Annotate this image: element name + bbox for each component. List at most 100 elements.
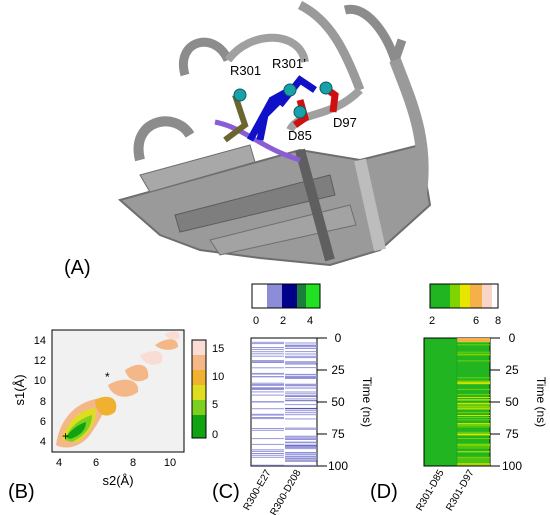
heatmap-stripe	[252, 454, 284, 456]
c-time-axis: 0 25 50 75 100 Time (ns)	[317, 331, 374, 473]
heatmap-stripe	[252, 384, 284, 386]
heatmap-stripe	[457, 383, 490, 385]
marker-star: *	[105, 370, 110, 384]
b-ytick-10: 10	[34, 375, 46, 387]
panel-b-plot: * + 4 6 8 10 4 6 8 10 12 14 s2(Å) s1(Å)	[12, 329, 185, 488]
heatmap-stripe	[285, 407, 317, 409]
heatmap-stripe	[285, 441, 317, 443]
b-xtick-10: 10	[164, 457, 176, 469]
heatmap-stripe	[285, 361, 317, 363]
c-column-r300-d208	[285, 342, 317, 466]
heatmap-stripe	[457, 431, 490, 433]
heatmap-stripe	[457, 354, 490, 356]
heatmap-stripe	[252, 376, 284, 378]
heatmap-stripe	[252, 388, 284, 390]
c-col-label-2: R300-D208	[268, 468, 303, 515]
heatmap-stripe	[285, 353, 317, 355]
heatmap-stripe	[457, 405, 490, 407]
heatmap-stripe	[285, 342, 317, 344]
heatmap-stripe	[457, 461, 490, 463]
heatmap-stripe	[252, 391, 284, 393]
d-time-50: 50	[505, 395, 519, 409]
atom-r301	[233, 88, 247, 102]
heatmap-stripe	[285, 377, 317, 379]
heatmap-stripe	[285, 347, 317, 349]
heatmap-stripe	[252, 341, 284, 343]
heatmap-stripe	[285, 414, 317, 416]
heatmap-stripe	[285, 385, 317, 387]
heatmap-stripe	[457, 444, 490, 445]
heatmap-stripe	[285, 452, 317, 454]
atom-d97	[319, 81, 333, 95]
heatmap-stripe	[285, 454, 317, 456]
heatmap-stripe	[457, 438, 490, 439]
heatmap-stripe	[285, 395, 317, 397]
panel-d-label: (D)	[370, 481, 398, 503]
heatmap-stripe	[252, 360, 284, 362]
heatmap-stripe	[252, 384, 284, 385]
b-cbar-5: 5	[212, 399, 218, 411]
heatmap-stripe	[457, 417, 490, 418]
heatmap-stripe	[285, 418, 317, 420]
heatmap-stripe	[285, 345, 317, 347]
heatmap-stripe	[252, 388, 284, 390]
heatmap-stripe	[285, 373, 317, 375]
heatmap-stripe	[252, 353, 284, 355]
heatmap-stripe	[285, 384, 317, 386]
heatmap-stripe	[252, 343, 284, 345]
heatmap-stripe	[457, 388, 490, 390]
panel-b-colorbar: 15 10 5 0	[191, 339, 224, 441]
heatmap-stripe	[285, 439, 317, 440]
d-time-100: 100	[502, 459, 522, 473]
heatmap-stripe	[252, 450, 284, 452]
heatmap-stripe	[285, 391, 317, 393]
d-col-label-2: R301-D97	[444, 468, 477, 513]
heatmap-stripe	[252, 429, 284, 431]
c-time-0: 0	[335, 331, 342, 345]
heatmap-stripe	[457, 402, 490, 404]
d-col-label-1: R301-D85	[414, 468, 447, 513]
b-ylabel: s1(Å)	[12, 374, 27, 405]
heatmap-stripe	[252, 348, 284, 350]
heatmap-stripe	[457, 434, 490, 436]
heatmap-stripe	[457, 459, 490, 461]
heatmap-stripe	[457, 463, 490, 465]
b-ytick-4: 4	[40, 436, 46, 448]
heatmap-stripe	[252, 373, 284, 375]
d-cbar-6: 6	[473, 315, 479, 327]
heatmap-stripe	[252, 355, 284, 357]
heatmap-stripe	[457, 408, 490, 410]
heatmap-stripe	[285, 410, 317, 412]
heatmap-stripe	[285, 393, 317, 395]
b-xlabel: s2(Å)	[102, 473, 133, 488]
panel-a-label: (A)	[64, 257, 91, 279]
heatmap-stripe	[457, 424, 490, 426]
heatmap-stripe	[457, 351, 490, 353]
heatmap-stripe	[457, 394, 490, 396]
heatmap-stripe	[285, 427, 317, 429]
heatmap-stripe	[252, 443, 284, 445]
d-cbar-2: 2	[429, 315, 435, 327]
heatmap-stripe	[252, 414, 284, 416]
heatmap-stripe	[252, 428, 284, 429]
c-col-label-1: R300-E27	[242, 468, 274, 513]
c-cbar-0: 0	[253, 315, 259, 327]
heatmap-stripe	[457, 464, 490, 466]
d-column-r301-d97	[457, 341, 490, 466]
heatmap-stripe	[285, 459, 317, 461]
heatmap-stripe	[252, 361, 284, 363]
heatmap-stripe	[457, 341, 490, 343]
heatmap-stripe	[252, 413, 284, 415]
panel-c-label: (C)	[212, 481, 240, 503]
heatmap-stripe	[285, 448, 317, 450]
heatmap-stripe	[285, 367, 317, 369]
heatmap-stripe	[252, 449, 284, 451]
heatmap-stripe	[285, 363, 317, 365]
heatmap-stripe	[285, 398, 317, 400]
d-cbar-8: 8	[495, 315, 501, 327]
heatmap-stripe	[252, 417, 284, 418]
c-time-label: Time (ns)	[360, 377, 374, 427]
b-cbar-0: 0	[212, 429, 218, 441]
c-time-100: 100	[328, 459, 348, 473]
residue-label-d85: D85	[288, 128, 312, 143]
